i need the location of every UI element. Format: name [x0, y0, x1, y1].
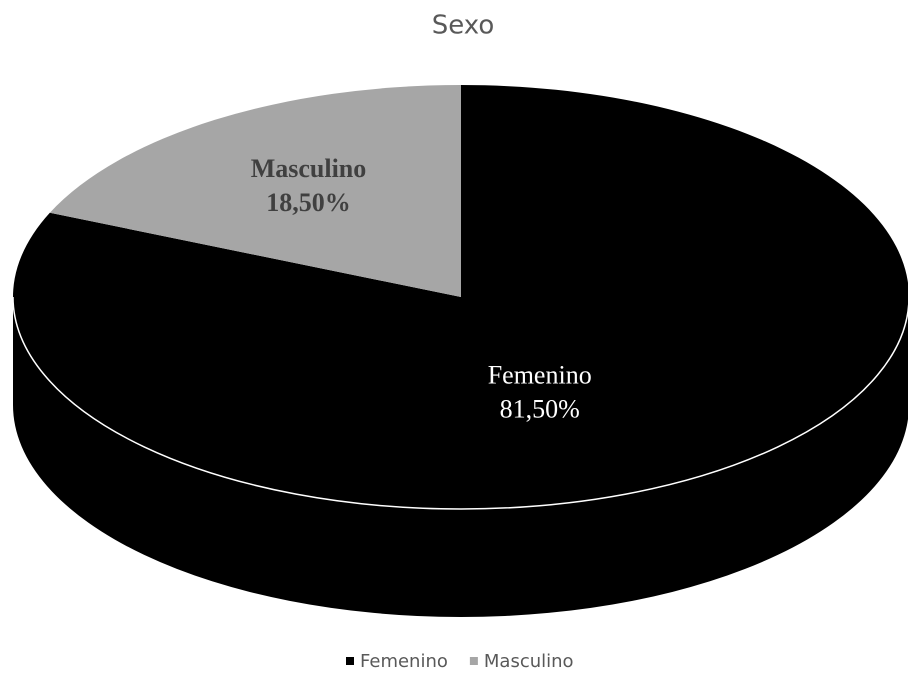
slice [13, 85, 908, 509]
data-label-value: 81,50% [500, 395, 580, 424]
data-label-name: Masculino [251, 154, 367, 183]
slice-side [13, 297, 908, 617]
legend-label: Masculino [484, 651, 574, 672]
legend-swatch [346, 657, 354, 665]
legend-swatch [469, 657, 478, 665]
slice-edge [12, 296, 908, 510]
chart-title: Sexo [432, 11, 495, 41]
data-label-name: Femenino [488, 361, 592, 390]
data-label-value: 18,50% [266, 188, 351, 217]
legend-label: Femenino [360, 651, 448, 672]
slice [49, 85, 462, 297]
